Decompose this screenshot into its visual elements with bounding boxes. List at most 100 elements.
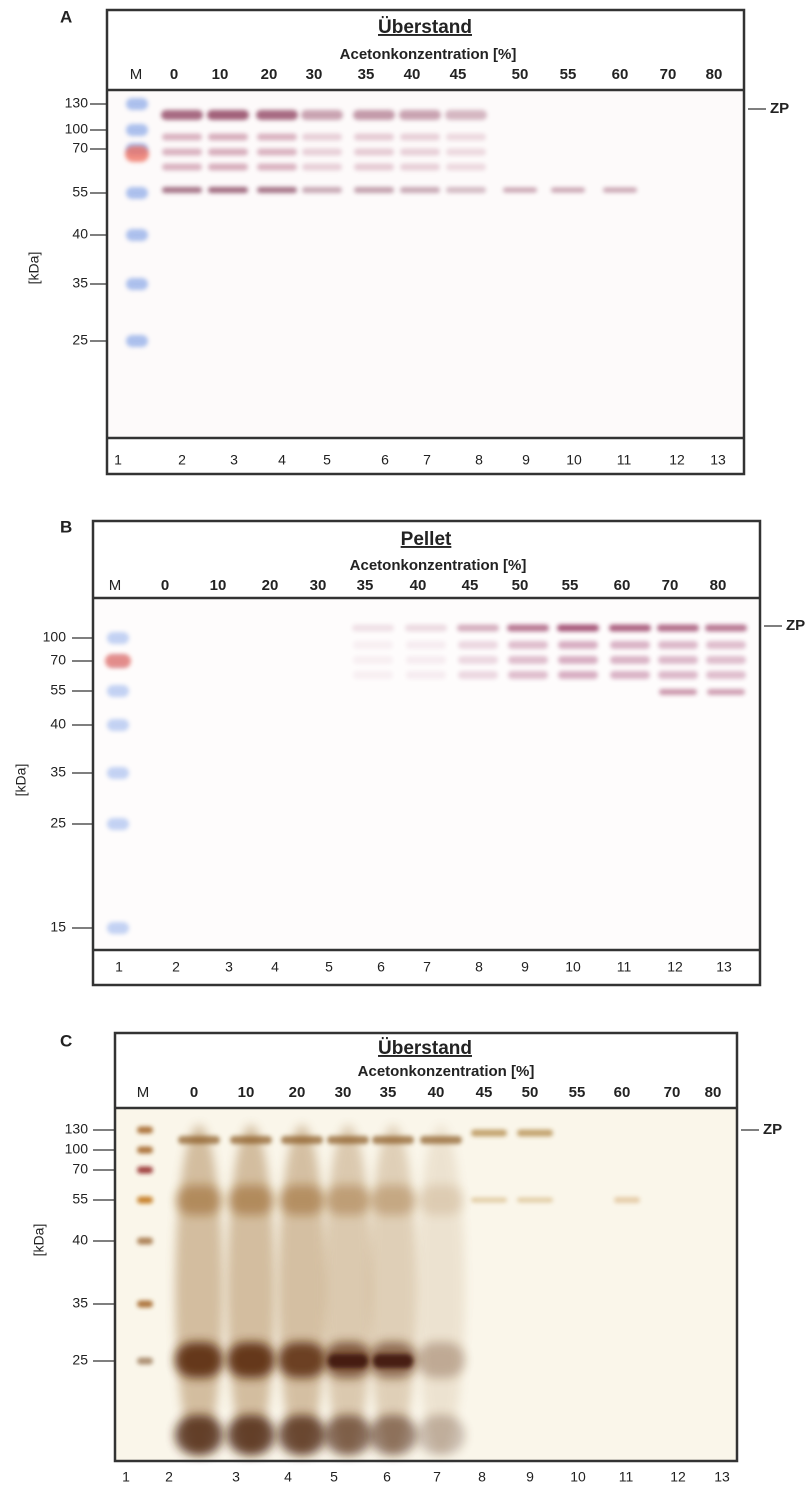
gel-band	[301, 110, 343, 120]
panel-subtitle: Acetonkonzentration [%]	[358, 1063, 535, 1080]
lane-number: 10	[565, 959, 581, 975]
lane-number: 2	[172, 959, 180, 975]
y-axis-label: [kDa]	[26, 252, 42, 285]
gel-band	[658, 671, 698, 679]
gel-band	[508, 641, 548, 649]
gel-band	[420, 1136, 462, 1144]
lane-header: M	[130, 66, 143, 83]
marker-label: 55	[72, 1191, 88, 1207]
band-label: ZP	[763, 1121, 782, 1138]
lane-header: 45	[476, 1084, 493, 1101]
gel-band	[354, 163, 394, 171]
gel-band	[657, 624, 699, 632]
lane-number: 5	[325, 959, 333, 975]
lane-number: 13	[716, 959, 732, 975]
gel-band	[281, 1136, 323, 1144]
marker-label: 70	[72, 1161, 88, 1177]
lane-number: 10	[566, 452, 582, 468]
gel-band	[406, 656, 446, 664]
gel-band	[325, 1185, 371, 1215]
panel-subtitle: Acetonkonzentration [%]	[350, 557, 527, 574]
gel-band	[370, 1185, 416, 1215]
gel-band	[328, 1354, 368, 1368]
gel-band	[400, 163, 440, 171]
gel-band	[257, 187, 297, 193]
gel-band	[558, 641, 598, 649]
gel-band	[399, 110, 441, 120]
gel-band	[417, 1415, 465, 1455]
panel-frame	[113, 1031, 739, 1463]
panel-frame	[105, 8, 746, 476]
gel-band	[706, 671, 746, 679]
panel-label: C	[60, 1031, 72, 1050]
gel-band	[107, 922, 129, 934]
lane-number: 6	[377, 959, 385, 975]
gel-band	[278, 1342, 326, 1378]
lane-header: 70	[662, 577, 679, 594]
gel-band	[517, 1197, 553, 1203]
lane-number: 4	[271, 959, 279, 975]
gel-band	[227, 1415, 275, 1455]
marker-label: 130	[65, 1121, 89, 1137]
gel-band	[126, 124, 148, 136]
gel-band	[107, 632, 129, 644]
lane-number: 4	[284, 1469, 292, 1485]
lane-header: 20	[289, 1084, 306, 1101]
marker-label: 130	[65, 95, 89, 111]
lane-number: 9	[522, 452, 530, 468]
marker-label: 25	[50, 815, 66, 831]
gel-band	[208, 187, 248, 193]
marker-label: 40	[72, 1232, 88, 1248]
lane-header: M	[137, 1084, 150, 1101]
gel-band	[457, 624, 499, 632]
lane-header: 20	[262, 577, 279, 594]
marker-label: 40	[72, 226, 88, 242]
gel-band	[405, 624, 447, 632]
gel-band	[406, 641, 446, 649]
marker-label: 40	[50, 716, 66, 732]
gel-band	[352, 624, 394, 632]
gel-band	[208, 133, 248, 141]
gel-band	[257, 148, 297, 156]
gel-band	[227, 1342, 275, 1378]
marker-label: 70	[50, 652, 66, 668]
lane-header: 70	[664, 1084, 681, 1101]
lane-header: 10	[238, 1084, 255, 1101]
gel-band	[162, 133, 202, 141]
gel-band	[105, 654, 131, 668]
gel-band	[353, 656, 393, 664]
gel-band	[302, 187, 342, 193]
lane-number: 2	[165, 1469, 173, 1485]
lane-header: 30	[310, 577, 327, 594]
gel-band	[353, 671, 393, 679]
gel-band	[137, 1300, 153, 1308]
lane-number: 8	[475, 452, 483, 468]
lane-header: 35	[357, 577, 374, 594]
lane-header: 30	[335, 1084, 352, 1101]
gel-band	[369, 1415, 417, 1455]
gel-band	[278, 1125, 326, 1455]
marker-label: 25	[72, 1352, 88, 1368]
lane-number: 12	[670, 1469, 686, 1485]
gel-band	[603, 187, 637, 193]
lane-header: 50	[512, 66, 529, 83]
gel-band	[178, 1136, 220, 1144]
gel-band	[175, 1125, 223, 1455]
gel-band	[107, 818, 129, 830]
lane-header: 40	[410, 577, 427, 594]
gel-band	[508, 656, 548, 664]
band-label: ZP	[786, 617, 805, 634]
gel-band	[208, 163, 248, 171]
gel-band	[406, 671, 446, 679]
gel-band	[324, 1125, 372, 1455]
marker-label: 35	[72, 1295, 88, 1311]
lane-header: 80	[705, 1084, 722, 1101]
gel-band	[137, 1146, 153, 1154]
lane-number: 11	[617, 959, 632, 975]
gel-band	[354, 133, 394, 141]
lane-number: 3	[232, 1469, 240, 1485]
lane-header: 0	[190, 1084, 198, 1101]
marker-label: 55	[72, 184, 88, 200]
gel-band	[400, 187, 440, 193]
